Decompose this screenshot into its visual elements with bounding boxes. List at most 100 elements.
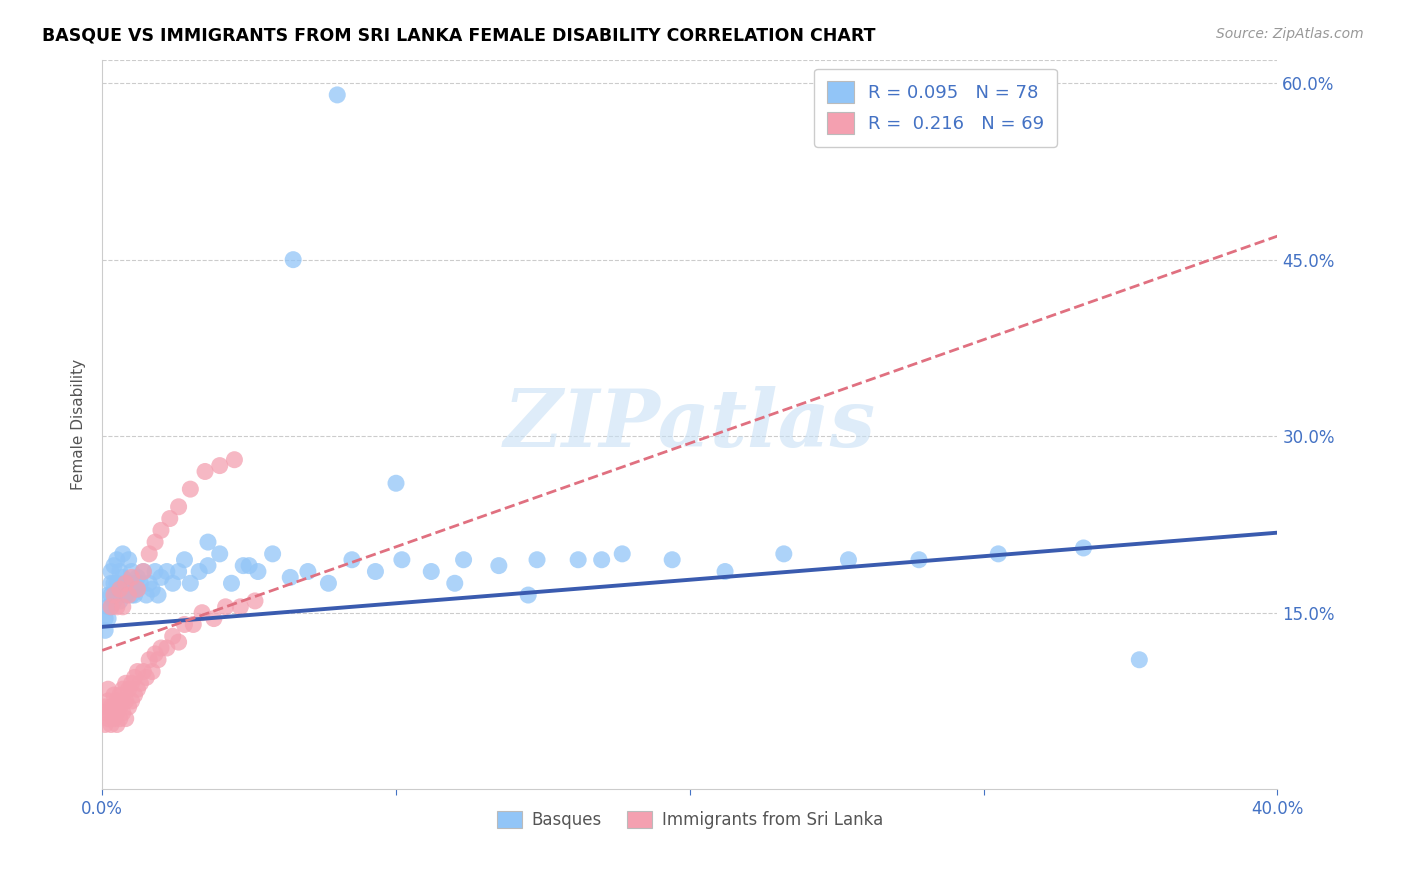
Point <box>837 553 859 567</box>
Point <box>114 576 136 591</box>
Point <box>318 576 340 591</box>
Point <box>103 594 125 608</box>
Point <box>232 558 254 573</box>
Point <box>111 599 134 614</box>
Point <box>202 611 225 625</box>
Point <box>132 665 155 679</box>
Y-axis label: Female Disability: Female Disability <box>72 359 86 490</box>
Point <box>118 553 141 567</box>
Point <box>97 682 120 697</box>
Point <box>135 588 157 602</box>
Point <box>114 676 136 690</box>
Point <box>391 553 413 567</box>
Point <box>108 565 131 579</box>
Point <box>283 252 305 267</box>
Point <box>181 617 204 632</box>
Point <box>100 599 122 614</box>
Point <box>1128 653 1150 667</box>
Point <box>103 576 125 591</box>
Point <box>103 699 125 714</box>
Point <box>278 570 301 584</box>
Point <box>114 694 136 708</box>
Point <box>194 465 217 479</box>
Point <box>297 565 319 579</box>
Point <box>108 699 131 714</box>
Point <box>118 588 141 602</box>
Point <box>127 582 149 596</box>
Point <box>135 670 157 684</box>
Point <box>97 694 120 708</box>
Point <box>121 588 143 602</box>
Point <box>129 676 152 690</box>
Point <box>100 599 122 614</box>
Point <box>191 606 214 620</box>
Point <box>105 717 128 731</box>
Point <box>173 553 195 567</box>
Point <box>100 588 122 602</box>
Point <box>229 599 252 614</box>
Point <box>262 547 284 561</box>
Point <box>143 535 166 549</box>
Point <box>114 588 136 602</box>
Point <box>94 611 117 625</box>
Point <box>179 576 201 591</box>
Point <box>208 458 231 473</box>
Point <box>114 576 136 591</box>
Point <box>121 570 143 584</box>
Point <box>121 565 143 579</box>
Point <box>179 482 201 496</box>
Point <box>612 547 634 561</box>
Point <box>105 553 128 567</box>
Point <box>108 582 131 596</box>
Point <box>124 688 146 702</box>
Point <box>149 640 172 655</box>
Point <box>108 712 131 726</box>
Point <box>149 570 172 584</box>
Point <box>114 712 136 726</box>
Point <box>105 706 128 720</box>
Point <box>167 500 190 514</box>
Text: ZIPatlas: ZIPatlas <box>503 385 876 463</box>
Point <box>385 476 408 491</box>
Point <box>214 599 236 614</box>
Point <box>93 706 115 720</box>
Point <box>908 553 931 567</box>
Point <box>127 570 149 584</box>
Point <box>111 682 134 697</box>
Point <box>94 699 117 714</box>
Point <box>129 576 152 591</box>
Point <box>108 594 131 608</box>
Point <box>146 653 169 667</box>
Point <box>103 688 125 702</box>
Point <box>111 547 134 561</box>
Point <box>138 547 160 561</box>
Point <box>97 599 120 614</box>
Point <box>987 547 1010 561</box>
Point <box>143 565 166 579</box>
Point <box>1073 541 1095 555</box>
Point <box>103 558 125 573</box>
Point <box>124 576 146 591</box>
Point <box>364 565 387 579</box>
Point <box>326 87 349 102</box>
Point <box>100 565 122 579</box>
Text: BASQUE VS IMMIGRANTS FROM SRI LANKA FEMALE DISABILITY CORRELATION CHART: BASQUE VS IMMIGRANTS FROM SRI LANKA FEMA… <box>42 27 876 45</box>
Point <box>238 558 260 573</box>
Point <box>143 647 166 661</box>
Point <box>100 717 122 731</box>
Point <box>167 565 190 579</box>
Point <box>118 699 141 714</box>
Point <box>118 576 141 591</box>
Point <box>146 588 169 602</box>
Point <box>141 582 163 596</box>
Point <box>246 565 269 579</box>
Point <box>156 640 179 655</box>
Point <box>772 547 794 561</box>
Point <box>420 565 443 579</box>
Point <box>105 694 128 708</box>
Point <box>159 511 181 525</box>
Point <box>141 665 163 679</box>
Point <box>162 629 184 643</box>
Point <box>138 653 160 667</box>
Point <box>108 688 131 702</box>
